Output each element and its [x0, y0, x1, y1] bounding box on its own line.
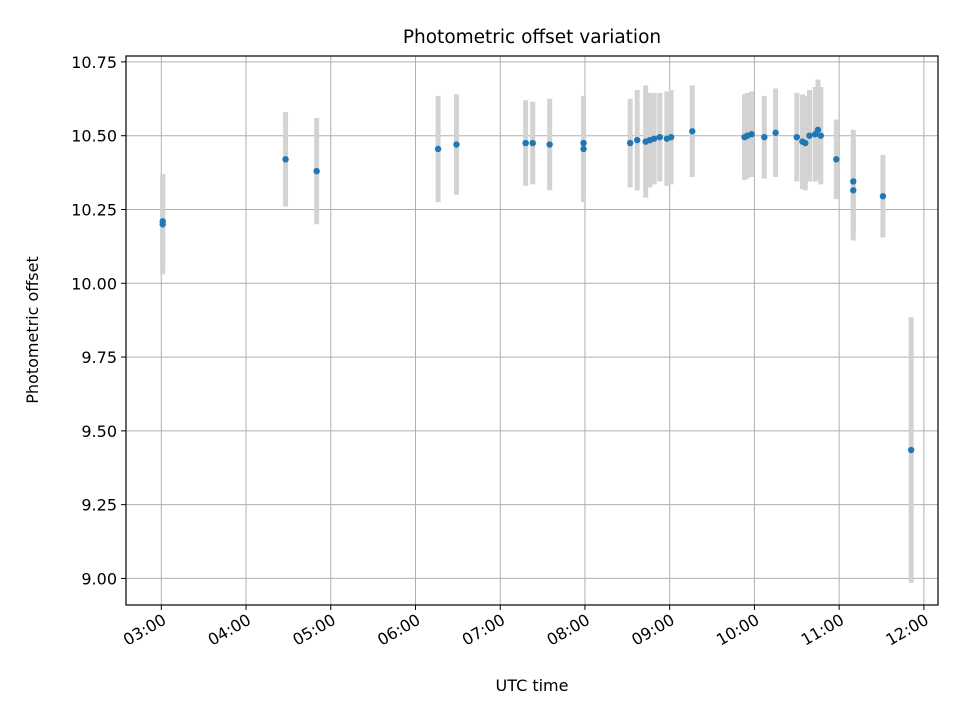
data-point [689, 128, 696, 135]
data-point [626, 139, 634, 147]
data-point [817, 132, 824, 139]
data-point [453, 141, 460, 148]
data-point [522, 139, 529, 147]
plot-frame [125, 55, 939, 606]
x-tick-label: 06:00 [374, 610, 423, 650]
chart-title: Photometric offset variation [403, 27, 661, 48]
data-point [313, 167, 320, 175]
x-tick-label: 04:00 [205, 610, 254, 650]
x-tick-label: 07:00 [459, 610, 508, 650]
data-point [159, 221, 166, 228]
data-point [833, 156, 840, 163]
x-axis-ticks: 03:00 04:00 05:00 06:00 07:00 08:00 09:00 10:00… [120, 605, 932, 650]
x-tick-label: 12:00 [882, 610, 931, 650]
data-point [634, 136, 641, 144]
data-point [850, 178, 857, 185]
x-tick-label: 03:00 [120, 610, 169, 650]
data-point [546, 141, 553, 148]
data-points [159, 126, 915, 454]
data-point [761, 133, 768, 141]
data-point [434, 145, 442, 153]
data-point [748, 131, 755, 138]
x-tick-label: 05:00 [289, 610, 338, 650]
y-tick-label: 9.50 [81, 422, 117, 441]
data-point [580, 139, 587, 147]
x-tick-label: 10:00 [713, 610, 762, 650]
data-point [793, 133, 800, 141]
data-point [907, 446, 915, 454]
y-tick-label: 9.00 [81, 569, 117, 588]
x-tick-label: 09:00 [628, 610, 677, 650]
y-tick-label: 10.25 [71, 200, 117, 219]
data-point [814, 126, 822, 133]
data-point [650, 135, 658, 142]
data-point [667, 133, 675, 141]
y-axis-label: Photometric offset [23, 256, 42, 404]
y-axis-ticks: 9.00 9.25 9.50 9.75 10.00 10.25 10.50 10.75 [71, 53, 126, 588]
data-point [656, 133, 664, 141]
grid [126, 56, 938, 605]
data-point [282, 156, 289, 163]
x-axis-label: UTC time [496, 676, 569, 695]
data-point [580, 145, 587, 153]
data-point [850, 187, 857, 194]
y-tick-label: 10.75 [71, 53, 117, 72]
y-tick-label: 9.25 [81, 496, 117, 515]
y-tick-label: 10.00 [71, 274, 117, 293]
data-point [802, 139, 809, 147]
data-point [879, 193, 887, 200]
y-tick-label: 10.50 [71, 127, 117, 146]
y-tick-label: 9.75 [81, 348, 117, 367]
x-tick-label: 11:00 [798, 610, 847, 650]
data-point [806, 132, 813, 139]
x-tick-label: 08:00 [544, 610, 593, 650]
data-point [772, 129, 779, 136]
data-point [529, 139, 536, 147]
